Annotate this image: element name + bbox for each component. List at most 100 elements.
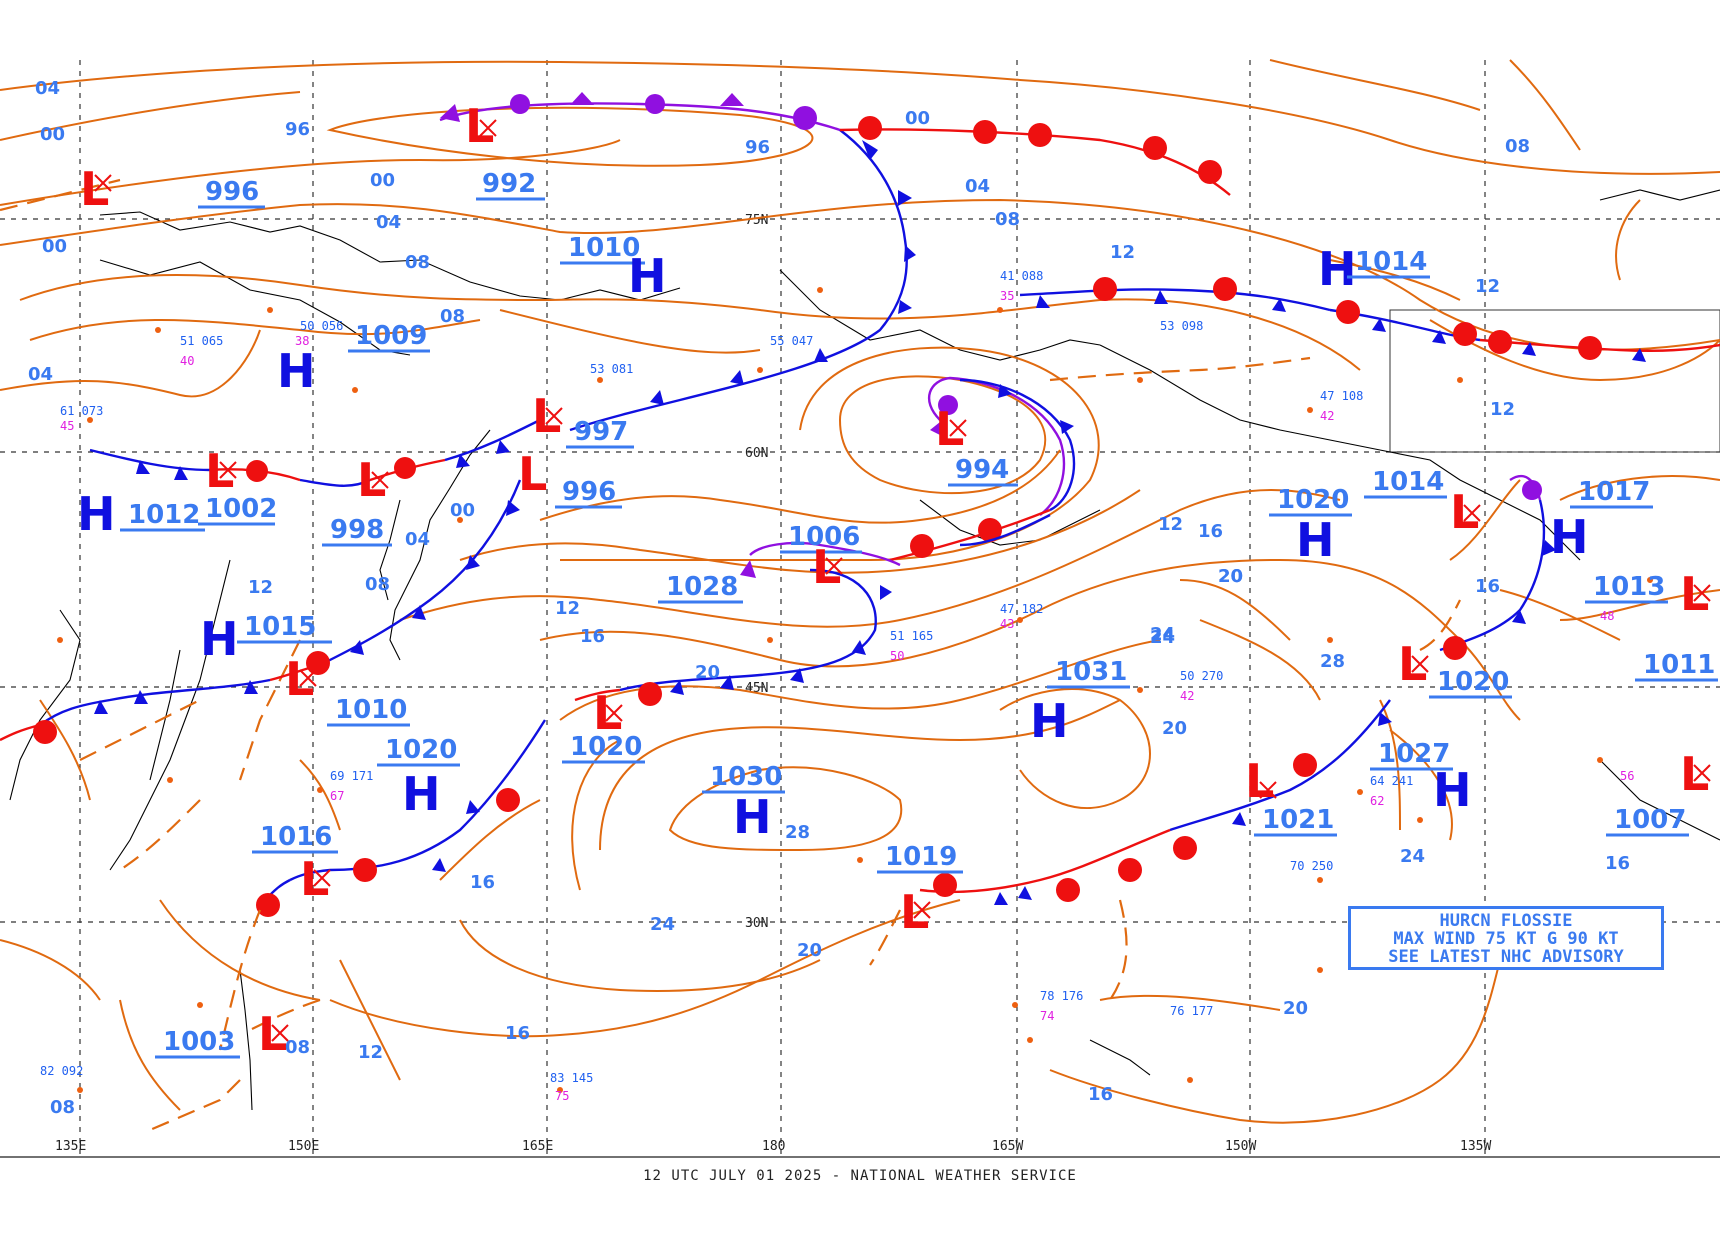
svg-text:41 088: 41 088	[1000, 269, 1043, 283]
isobar-label: 28	[785, 822, 810, 843]
lon-label: 135E	[55, 1139, 86, 1154]
svg-text:69 171: 69 171	[330, 769, 373, 783]
high-symbol: H	[1433, 763, 1472, 817]
isobar-label: 20	[1218, 566, 1243, 587]
pressure-value: 1010	[568, 233, 640, 263]
high-symbol: H	[628, 249, 667, 303]
svg-text:70 250: 70 250	[1290, 859, 1333, 873]
isobar-label: 16	[470, 872, 495, 893]
isobar-label: 16	[580, 626, 605, 647]
isobar-label: 16	[1475, 576, 1500, 597]
isobar-label: 04	[35, 78, 60, 99]
low-symbol: L	[532, 389, 561, 443]
svg-text:35: 35	[1000, 289, 1014, 303]
high-symbol: H	[733, 790, 772, 844]
hurricane-advisory-box: HURCN FLOSSIE MAX WIND 75 KT G 90 KT SEE…	[1348, 906, 1664, 970]
isobar-label: 16	[1605, 853, 1630, 874]
low-symbol: L	[1398, 637, 1427, 691]
low-symbol: L	[518, 447, 547, 501]
svg-text:47 108: 47 108	[1320, 389, 1363, 403]
svg-text:78 176: 78 176	[1040, 989, 1083, 1003]
pressure-value: 996	[205, 177, 259, 207]
low-symbol: L	[258, 1007, 287, 1061]
isobar-label: 00	[370, 170, 395, 191]
pressure-value: 997	[574, 417, 628, 447]
pressure-value: 1015	[244, 612, 316, 642]
pressure-value: 1013	[1593, 572, 1665, 602]
isobar-label: 24	[1150, 624, 1175, 645]
svg-text:45: 45	[60, 419, 74, 433]
high-symbol: H	[1296, 513, 1335, 567]
isobar-label: 00	[905, 108, 930, 129]
isobar-label: 08	[995, 209, 1020, 230]
svg-text:50 270: 50 270	[1180, 669, 1223, 683]
pressure-value: 1021	[1262, 805, 1334, 835]
isobar-label: 96	[745, 137, 770, 158]
lon-label: 165E	[522, 1139, 553, 1154]
pressure-systems: L 996 L 992 1010 H 1009 H H 1012 L 1002 …	[77, 99, 1718, 1061]
isobar-label: 12	[248, 577, 273, 598]
svg-text:43: 43	[1000, 617, 1014, 631]
isobar-label: 08	[365, 574, 390, 595]
svg-text:56: 56	[1620, 769, 1634, 783]
isobar-label: 16	[1088, 1084, 1113, 1105]
isobar-label: 08	[405, 252, 430, 273]
pressure-value: 996	[562, 477, 616, 507]
isobar-label: 00	[450, 500, 475, 521]
pressure-value: 1007	[1614, 805, 1686, 835]
lon-label: 180	[762, 1139, 785, 1154]
advisory-line: HURCN FLOSSIE	[1439, 911, 1573, 931]
isobar-label: 20	[797, 940, 822, 961]
isobar-label: 20	[1218, 566, 1243, 587]
advisory-line: SEE LATEST NHC ADVISORY	[1388, 947, 1624, 967]
isobar-labels: 04 00 96 00 04 08 00 04 08 96 00 04 08 1…	[28, 78, 1630, 1118]
high-symbol: H	[402, 767, 441, 821]
pressure-value: 1003	[163, 1027, 235, 1057]
surface-analysis-map: 135E 150E 165E 180 165W 150W 135W 75N 60…	[0, 59, 1720, 1158]
isobar-label: 20	[695, 662, 720, 683]
svg-text:75: 75	[555, 1089, 569, 1103]
isobar-label: 12	[358, 1042, 383, 1063]
pressure-value: 1030	[710, 762, 782, 792]
svg-text:42: 42	[1320, 409, 1334, 423]
lat-label: 60N	[745, 446, 768, 461]
pressure-value: 992	[482, 169, 536, 199]
isobar-label: 12	[555, 598, 580, 619]
pressure-value: 1020	[570, 732, 642, 762]
isobar-label: 04	[376, 212, 401, 233]
lon-label: 135W	[1460, 1139, 1491, 1154]
svg-text:42: 42	[1180, 689, 1194, 703]
low-symbol: L	[80, 162, 109, 216]
svg-text:64 241: 64 241	[1370, 774, 1413, 788]
pressure-value: 08	[285, 1037, 310, 1058]
svg-text:51 165: 51 165	[890, 629, 933, 643]
pressure-value: 1028	[666, 572, 738, 602]
svg-text:53 081: 53 081	[590, 362, 633, 376]
isobar-label: 96	[285, 119, 310, 140]
low-symbol: L	[357, 453, 386, 507]
isobar-label: 08	[440, 306, 465, 327]
station-plots: 61 073 51 065 50 056 53 081 55 047 41 08…	[40, 269, 1653, 1103]
low-symbol: L	[812, 540, 841, 594]
low-symbol: L	[1450, 485, 1479, 539]
pressure-value: 1020	[385, 735, 457, 765]
svg-text:62: 62	[1370, 794, 1384, 808]
high-symbol: H	[77, 487, 116, 541]
isobar-label: 04	[28, 364, 53, 385]
isobar-label: 04	[965, 176, 990, 197]
lat-label: 30N	[745, 916, 768, 931]
svg-text:83 145: 83 145	[550, 1071, 593, 1085]
pressure-value: 1014	[1355, 247, 1427, 277]
pressure-value: 1020	[1277, 485, 1349, 515]
svg-text:50: 50	[890, 649, 904, 663]
isobar-label: 16	[1198, 521, 1223, 542]
pressure-value: 1010	[335, 695, 407, 725]
isobar-label: 16	[505, 1023, 530, 1044]
isobar-label: 12	[1110, 242, 1135, 263]
svg-text:50 056: 50 056	[300, 319, 343, 333]
svg-text:55 047: 55 047	[770, 334, 813, 348]
map-footer-caption: 12 UTC JULY 01 2025 - NATIONAL WEATHER S…	[643, 1168, 1077, 1184]
isobar-label: 00	[40, 124, 65, 145]
svg-text:40: 40	[180, 354, 194, 368]
pressure-value: 1019	[885, 842, 957, 872]
